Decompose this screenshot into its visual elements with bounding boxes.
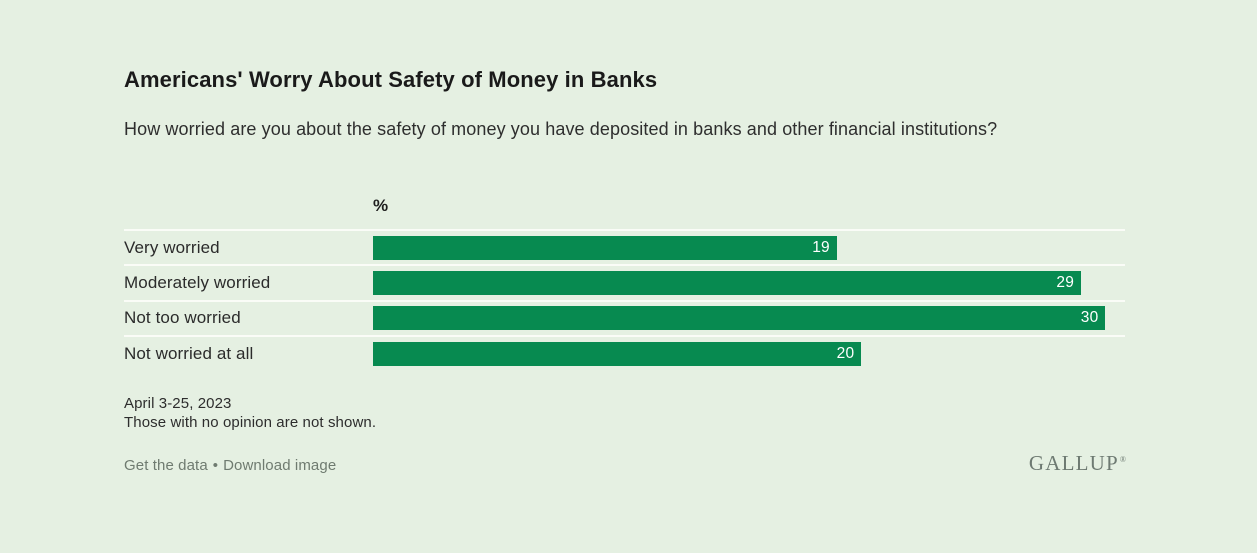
bar-track: 30 bbox=[373, 306, 1125, 331]
chart-row-moderately-worried: Moderately worried 29 bbox=[124, 264, 1125, 299]
bar-track: 29 bbox=[373, 271, 1125, 296]
bar-track: 20 bbox=[373, 341, 1125, 366]
chart-title: Americans' Worry About Safety of Money i… bbox=[124, 67, 658, 92]
bar-chart: Very worried 19 Moderately worried 29 No… bbox=[124, 229, 1125, 371]
link-separator: • bbox=[212, 457, 219, 474]
chart-row-not-worried-at-all: Not worried at all 20 bbox=[124, 335, 1125, 370]
get-the-data-link[interactable]: Get the data bbox=[124, 457, 208, 474]
footnotes: April 3-25, 2023 Those with no opinion a… bbox=[124, 395, 376, 432]
footer-links: Get the data • Download image bbox=[124, 457, 336, 474]
download-image-link[interactable]: Download image bbox=[223, 457, 337, 474]
category-label: Not worried at all bbox=[124, 343, 254, 363]
trademark-symbol: ® bbox=[1119, 455, 1126, 464]
footnote-note: Those with no opinion are not shown. bbox=[124, 413, 377, 431]
bar-value-label: 20 bbox=[836, 344, 855, 362]
bar-not-too-worried: 30 bbox=[373, 306, 1106, 331]
bar-value-label: 29 bbox=[1056, 274, 1075, 292]
category-label: Moderately worried bbox=[124, 273, 271, 293]
percent-unit-label: % bbox=[373, 196, 389, 215]
category-label: Not too worried bbox=[124, 308, 241, 328]
bar-value-label: 30 bbox=[1080, 309, 1099, 327]
chart-subtitle: How worried are you about the safety of … bbox=[124, 119, 998, 139]
chart-row-not-too-worried: Not too worried 30 bbox=[124, 299, 1125, 335]
bar-very-worried: 19 bbox=[373, 235, 837, 260]
gallup-logo: GALLUP® bbox=[1029, 451, 1126, 476]
bar-not-worried-at-all: 20 bbox=[373, 341, 862, 366]
bar-moderately-worried: 29 bbox=[373, 271, 1082, 296]
category-label: Very worried bbox=[124, 237, 220, 257]
footnote-date: April 3-25, 2023 bbox=[124, 395, 232, 412]
gallup-wordmark: GALLUP bbox=[1028, 451, 1119, 475]
chart-row-very-worried: Very worried 19 bbox=[124, 229, 1125, 264]
bar-track: 19 bbox=[373, 235, 1125, 260]
bar-value-label: 19 bbox=[812, 238, 830, 256]
